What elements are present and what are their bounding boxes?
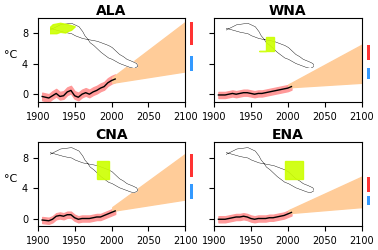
Bar <box>367 45 370 60</box>
Bar <box>191 184 194 200</box>
Bar <box>367 177 370 192</box>
Bar <box>191 56 194 72</box>
Bar <box>367 196 370 205</box>
Bar <box>367 68 370 79</box>
Y-axis label: °C: °C <box>4 50 17 60</box>
Title: ENA: ENA <box>272 128 304 142</box>
Bar <box>191 154 194 177</box>
Title: WNA: WNA <box>269 4 307 18</box>
Y-axis label: °C: °C <box>4 174 17 184</box>
Bar <box>191 22 194 45</box>
Title: ALA: ALA <box>96 4 127 18</box>
Title: CNA: CNA <box>95 128 128 142</box>
